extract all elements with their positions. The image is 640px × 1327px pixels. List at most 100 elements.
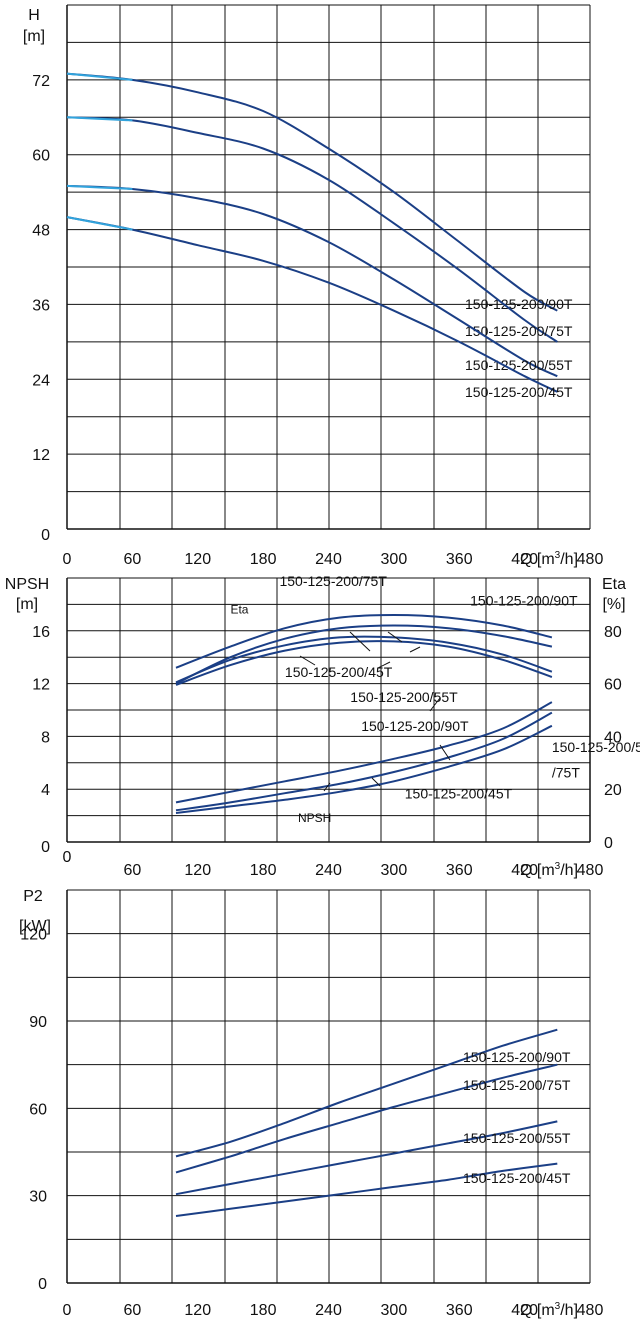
x-tick-label: 480 xyxy=(577,551,604,568)
x-axis-label: Q [m3/h] xyxy=(520,550,578,568)
series-label: 150-125-200/90T xyxy=(465,296,573,312)
label-leader-line xyxy=(349,631,371,652)
y-tick-label: 60 xyxy=(32,148,50,165)
head-curve-low-flow xyxy=(66,116,133,122)
npsh-annotation: NPSH xyxy=(298,811,331,825)
y-tick-label: 24 xyxy=(32,372,50,389)
y-axis-right-unit: [%] xyxy=(602,596,625,613)
head-curve xyxy=(66,116,558,343)
series-label: 150-125-200/45T xyxy=(463,1170,571,1186)
y-axis-title: P2 xyxy=(23,888,43,905)
y-axis-right-title: Eta xyxy=(602,576,626,593)
eta-annotation: Eta xyxy=(230,603,248,617)
series-label: 150-125-200/45T xyxy=(285,664,393,680)
npsh-curve xyxy=(175,711,553,812)
power-curve xyxy=(175,1063,558,1174)
y-tick-right-label: 20 xyxy=(604,782,622,799)
series-label: 150-125-200/45T xyxy=(405,785,513,801)
y-axis-unit: [m] xyxy=(23,28,45,45)
series-label: 150-125-200/55T xyxy=(552,739,640,755)
npsh-curve xyxy=(175,724,553,814)
y-tick-label: 12 xyxy=(32,447,50,464)
y-tick-label: 8 xyxy=(41,729,50,746)
y-tick-right-label: 0 xyxy=(604,835,613,852)
head-chart: H [m] 0 12 24 36 48 60 72 0 60 120 180 240 300 360 420 48… xyxy=(23,4,604,568)
x-tick-label: 240 xyxy=(315,551,342,568)
npsh-eta-chart: NPSH [m] Eta [%] 0 4 8 12 16 0 20 40 60 80 0 60 120 180 24… xyxy=(5,573,640,879)
y-tick-label: 90 xyxy=(29,1014,47,1031)
x-tick-label: 360 xyxy=(446,551,473,568)
x-tick-label: 300 xyxy=(381,862,408,879)
label-leader-line xyxy=(439,744,451,761)
label-leader-line xyxy=(387,631,403,643)
series-label: 150-125-200/90T xyxy=(361,718,469,734)
series-label: 150-125-200/90T xyxy=(463,1049,571,1065)
x-tick-label: 480 xyxy=(577,862,604,879)
series-label: 150-125-200/55T xyxy=(350,689,458,705)
x-tick-label: 180 xyxy=(250,551,277,568)
head-curve xyxy=(66,216,558,393)
series-label: 150-125-200/75T xyxy=(463,1077,571,1093)
y-axis-title: H xyxy=(28,7,40,24)
x-tick-label: 300 xyxy=(381,551,408,568)
x-tick-label: 180 xyxy=(250,862,277,879)
x-tick-label: 120 xyxy=(184,551,211,568)
series-label: 150-125-200/55T xyxy=(463,1130,571,1146)
x-tick-label: 60 xyxy=(123,862,141,879)
y-tick-label: 120 xyxy=(20,927,47,944)
head-curve-low-flow xyxy=(66,184,133,190)
x-tick-label: 180 xyxy=(250,1302,277,1319)
x-tick-label: 420 xyxy=(511,862,538,879)
x-tick-label: 240 xyxy=(315,862,342,879)
y-tick-label: 36 xyxy=(32,297,50,314)
y-tick-label: 72 xyxy=(32,73,50,90)
x-axis-label: Q [m3/h] xyxy=(520,861,578,879)
head-curve xyxy=(66,72,558,312)
label-leader-line xyxy=(429,697,441,712)
x-tick-label: 420 xyxy=(511,1302,538,1319)
y-tick-right-label: 40 xyxy=(604,729,622,746)
power-chart: P2 [kW] 0 30 60 90 120 0 60 120 180 240 300 360 420 480… xyxy=(19,888,603,1319)
head-curve xyxy=(66,184,558,378)
head-curve-low-flow xyxy=(66,216,133,231)
series-label: 150-125-200/75T xyxy=(279,573,387,589)
series-label: /75T xyxy=(552,764,580,780)
x-tick-label: 120 xyxy=(184,1302,211,1319)
eta-curve xyxy=(175,635,553,684)
y-axis-unit: [kW] xyxy=(19,918,51,935)
y-tick-label: 0 xyxy=(41,527,50,544)
label-leader-line xyxy=(377,661,391,669)
eta-curve xyxy=(175,613,553,669)
npsh-curve xyxy=(175,701,553,804)
eta-curve xyxy=(175,624,553,685)
x-tick-label: 60 xyxy=(123,551,141,568)
y-tick-right-label: 60 xyxy=(604,677,622,694)
y-tick-label: 12 xyxy=(32,677,50,694)
label-leader-line xyxy=(323,782,331,792)
series-label: 150-125-200/75T xyxy=(465,323,573,339)
power-curve xyxy=(175,1120,558,1196)
power-curve xyxy=(175,1162,558,1217)
x-tick-label: 120 xyxy=(184,862,211,879)
x-tick-label: 0 xyxy=(63,1302,72,1319)
x-axis-label: Q [m3/h] xyxy=(520,1301,578,1319)
y-tick-label: 16 xyxy=(32,624,50,641)
head-curve-low-flow xyxy=(66,72,133,81)
x-tick-label: 360 xyxy=(446,1302,473,1319)
y-tick-label: 0 xyxy=(41,839,50,856)
x-tick-label: 0 xyxy=(63,849,72,866)
y-tick-label: 0 xyxy=(38,1276,47,1293)
label-leader-line xyxy=(371,777,381,787)
eta-curve xyxy=(175,640,553,686)
y-tick-right-label: 80 xyxy=(604,624,622,641)
series-label: 150-125-200/45T xyxy=(465,384,573,400)
y-tick-label: 30 xyxy=(29,1189,47,1206)
x-tick-label: 360 xyxy=(446,862,473,879)
y-tick-label: 60 xyxy=(29,1101,47,1118)
series-label: 150-125-200/55T xyxy=(465,357,573,373)
x-tick-label: 60 xyxy=(123,1302,141,1319)
x-tick-label: 300 xyxy=(381,1302,408,1319)
label-leader-line xyxy=(299,655,316,666)
x-tick-label: 240 xyxy=(315,1302,342,1319)
